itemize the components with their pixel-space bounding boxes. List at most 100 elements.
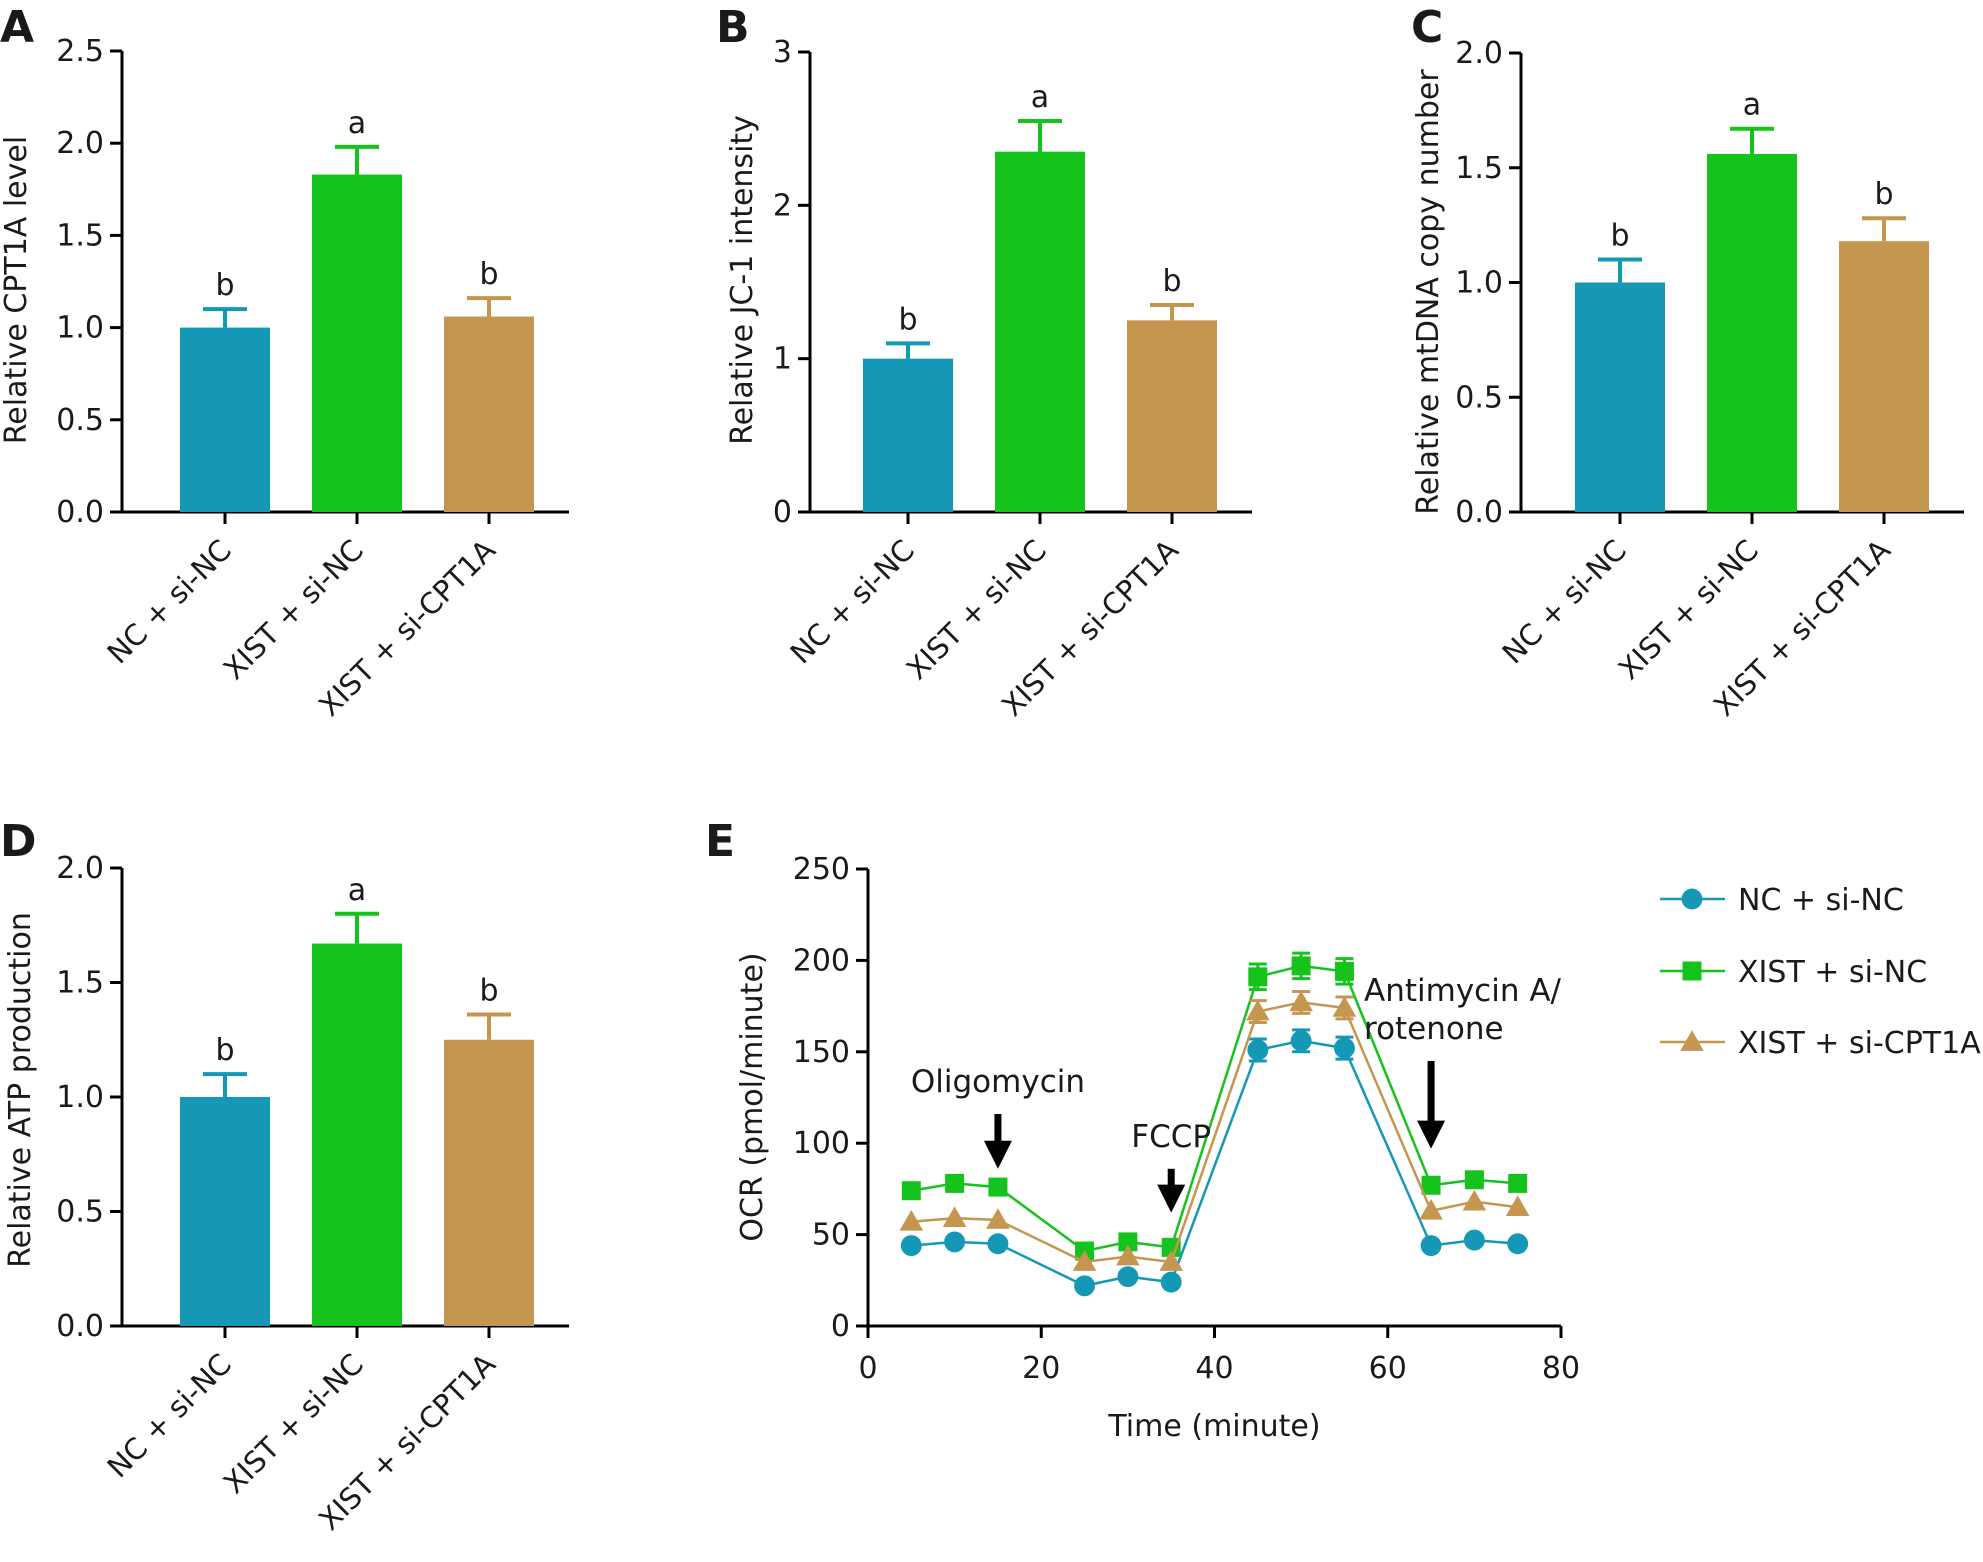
square-marker	[1508, 1173, 1528, 1193]
square-marker	[1464, 1170, 1484, 1190]
arrow-head	[983, 1140, 1012, 1169]
significance-label: b	[479, 974, 498, 1009]
category-label: NC + si-NC	[784, 533, 921, 670]
y-tick-label: 3	[773, 35, 792, 70]
circle-marker	[1681, 888, 1703, 910]
significance-label: a	[348, 873, 366, 908]
square-marker	[988, 1177, 1008, 1197]
y-tick-label: 2.0	[56, 126, 104, 161]
y-tick-label: 1.5	[1455, 151, 1503, 186]
bar	[180, 327, 270, 512]
y-tick-label: 1.5	[56, 966, 104, 1001]
category-label: NC + si-NC	[101, 533, 238, 670]
annotation-3: Antimycin A/rotenone	[1364, 973, 1562, 1149]
square-marker	[945, 1173, 965, 1193]
x-tick-label: 0	[858, 1351, 877, 1386]
bar	[995, 151, 1085, 512]
y-tick-label: 250	[793, 852, 850, 887]
panel-letter: D	[0, 816, 37, 867]
y-tick-label: 1	[773, 342, 792, 377]
series-line	[911, 1001, 1518, 1264]
legend-label: XIST + si-CPT1A	[1738, 1026, 1981, 1061]
triangle-marker	[899, 1210, 924, 1231]
triangle-marker	[942, 1206, 967, 1227]
bar	[1839, 241, 1929, 512]
significance-label: a	[348, 106, 366, 141]
significance-label: b	[1610, 219, 1629, 254]
bar	[444, 1039, 534, 1326]
panel-a: A 0.0 0.5 1.0 1.5 2.0 2.5 Relative CPT1A level b…	[0, 2, 569, 723]
arrow-head	[1157, 1184, 1186, 1213]
triangle-marker	[1246, 999, 1270, 1021]
y-tick-label: 0.0	[56, 1309, 104, 1344]
triangle-marker	[1419, 1199, 1443, 1220]
y-tick-label: 1.0	[1455, 266, 1503, 301]
legend-item: NC + si-NC	[1660, 883, 1904, 918]
legend-item: XIST + si-NC	[1660, 955, 1927, 990]
triangle-marker	[1680, 1030, 1704, 1051]
circle-marker	[1247, 1039, 1269, 1061]
triangle-marker	[1289, 990, 1313, 1012]
significance-label: b	[215, 1033, 234, 1068]
y-axis-title: Relative JC-1 intensity	[725, 115, 760, 445]
panel-letter: C	[1411, 2, 1443, 53]
y-tick-label: 150	[793, 1035, 850, 1070]
triangle-marker	[1332, 996, 1357, 1017]
circle-marker	[1333, 1037, 1355, 1059]
legend: NC + si-NC XIST + si-NC XIST + si-CPT1A	[1660, 883, 1981, 1061]
x-tick-label: 20	[1022, 1351, 1060, 1386]
triangle-marker	[986, 1208, 1010, 1229]
x-axis-title: Time (minute)	[1107, 1409, 1320, 1444]
y-tick-label: 0.5	[56, 1195, 104, 1230]
category-label: NC + si-NC	[1496, 533, 1633, 670]
annotation-text: FCCP	[1131, 1119, 1211, 1155]
bar	[444, 316, 534, 512]
circle-marker	[1507, 1233, 1529, 1255]
y-tick-label: 0.5	[1455, 380, 1503, 415]
square-marker	[1682, 961, 1702, 981]
panel-d: D 0.0 0.5 1.0 1.5 2.0 Relative ATP production b…	[0, 816, 569, 1537]
annotation-text: rotenone	[1364, 1011, 1504, 1047]
bar	[312, 943, 402, 1326]
y-tick-label: 0.0	[1455, 495, 1503, 530]
category-label: NC + si-NC	[101, 1347, 238, 1484]
circle-marker	[900, 1235, 922, 1257]
significance-label: b	[898, 302, 917, 337]
y-tick-label: 200	[793, 943, 850, 978]
bar	[180, 1097, 270, 1326]
circle-marker	[987, 1233, 1009, 1255]
panel-c: C 0.0 0.5 1.0 1.5 2.0 Relative mtDNA copy numb…	[1411, 2, 1964, 723]
significance-label: b	[479, 257, 498, 292]
circle-marker	[1463, 1229, 1485, 1251]
y-axis-title: Relative CPT1A level	[0, 136, 34, 444]
arrow-head	[1417, 1120, 1446, 1149]
y-tick-label: 0.5	[56, 403, 104, 438]
y-tick-label: 0.0	[56, 495, 104, 530]
bar	[1575, 282, 1665, 512]
legend-label: XIST + si-NC	[1738, 955, 1927, 990]
circle-marker	[944, 1231, 966, 1253]
x-tick-label: 60	[1369, 1351, 1407, 1386]
y-tick-label: 2.0	[56, 851, 104, 886]
significance-label: b	[215, 268, 234, 303]
y-tick-label: 1.5	[56, 218, 104, 253]
square-marker	[901, 1181, 921, 1201]
panel-letter: B	[716, 2, 750, 53]
y-tick-label: 100	[793, 1126, 850, 1161]
square-marker	[1248, 967, 1268, 987]
y-axis-title: Relative ATP production	[3, 912, 38, 1268]
bar	[863, 358, 953, 512]
y-axis-title: OCR (pmol/minute)	[735, 952, 770, 1241]
triangle-marker	[1159, 1250, 1183, 1271]
series-1	[900, 1028, 1529, 1297]
annotation-1: Oligomycin	[911, 1064, 1085, 1169]
triangle-marker	[1072, 1250, 1097, 1271]
circle-marker	[1074, 1275, 1096, 1297]
series-2	[901, 951, 1528, 1261]
y-tick-label: 2.5	[56, 34, 104, 69]
bar	[312, 174, 402, 512]
x-tick-label: 40	[1195, 1351, 1233, 1386]
significance-label: b	[1874, 177, 1893, 212]
square-marker	[1421, 1175, 1441, 1195]
square-marker	[1291, 956, 1311, 976]
